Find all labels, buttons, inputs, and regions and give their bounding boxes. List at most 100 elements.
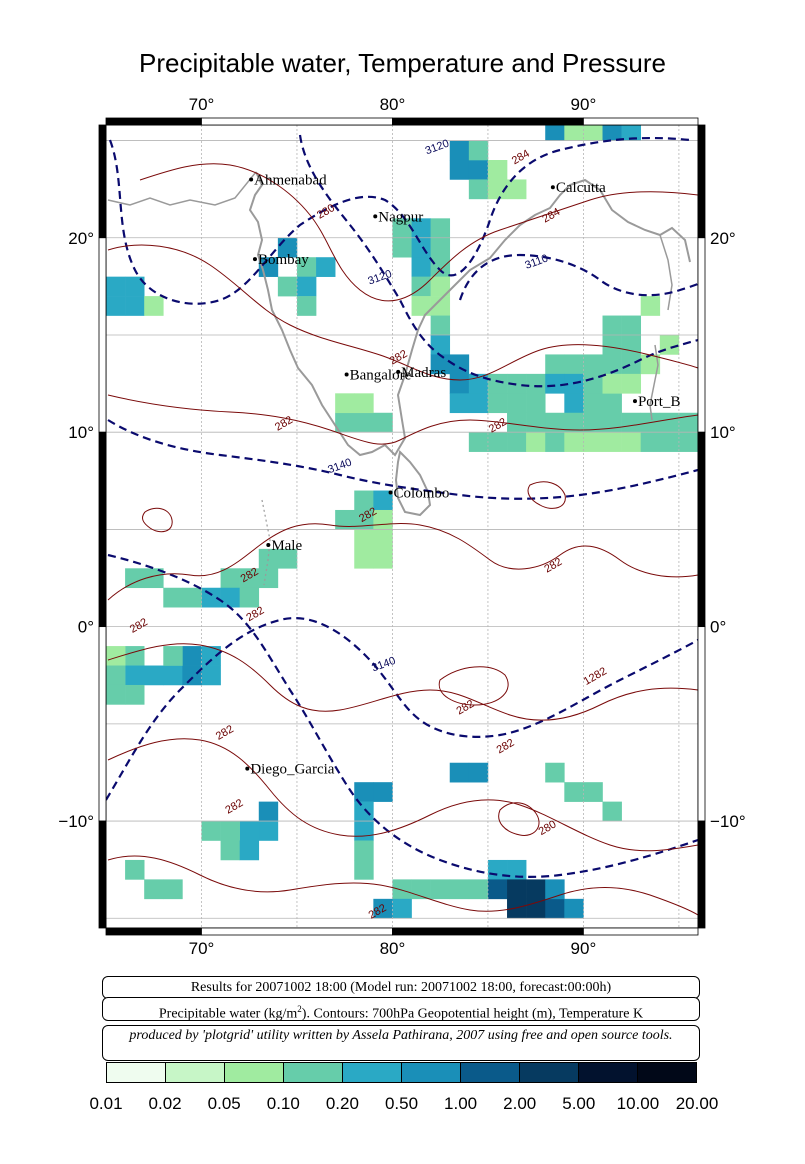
pw-cell: [487, 859, 508, 880]
temperature-contour: [107, 244, 698, 381]
temperature-contour: [107, 855, 698, 916]
pw-cell: [125, 296, 145, 316]
pw-cell: [430, 257, 451, 277]
frame-segment: [105, 927, 202, 936]
pw-cell: [220, 840, 240, 861]
colorbar-label: 10.00: [616, 1094, 660, 1113]
frame-segment: [98, 820, 107, 929]
pw-cell: [583, 782, 603, 802]
colorbar-label: 0.01: [89, 1094, 123, 1113]
lat-tick-label-left: 20°: [68, 229, 94, 248]
pw-cell: [449, 159, 470, 180]
pw-cell: [354, 529, 374, 550]
frame-segment: [392, 117, 584, 126]
frame-segment: [697, 124, 706, 239]
pw-cell: [621, 432, 642, 452]
pw-cell: [354, 801, 374, 822]
pw-cell: [144, 879, 164, 900]
city-dot: [344, 372, 349, 377]
pw-cell: [507, 412, 527, 433]
pw-cell: [526, 898, 546, 919]
colorbar-swatch: [284, 1063, 343, 1082]
pw-cell: [545, 879, 565, 900]
pw-cell: [487, 179, 508, 200]
pw-cell: [507, 393, 527, 414]
graticule: [106, 125, 698, 928]
pw-cell: [354, 509, 374, 530]
pw-cell: [106, 276, 126, 297]
pw-cell: [125, 276, 145, 297]
pw-cell: [545, 412, 565, 433]
pw-cell: [411, 237, 431, 258]
temperature-contour: [107, 523, 698, 601]
pw-cell: [468, 159, 489, 180]
lat-tick-label-right: 10°: [710, 423, 736, 442]
units-text-sup: 2: [297, 1004, 302, 1014]
frame-segment: [201, 927, 393, 936]
city-label: Calcutta: [556, 180, 606, 196]
units-text-post: ). Contours: 700hPa Geopotential height …: [301, 1006, 644, 1022]
colorbar-labels: 0.01 0.02 0.05 0.10 0.20 0.50 1.00 2.00 5.00 10.0…: [0, 1094, 805, 1116]
colorbar-swatch: [166, 1063, 225, 1082]
city-dot: [388, 490, 393, 495]
temperature-contour: [107, 738, 698, 852]
credits-info-box: produced by 'plotgrid' utility written b…: [102, 1025, 700, 1061]
pw-cell: [373, 412, 393, 433]
pw-cell: [621, 412, 642, 433]
pw-cell: [239, 568, 260, 589]
lat-tick-label-left: −10°: [58, 812, 94, 831]
frame-segment: [583, 927, 699, 936]
pw-cell: [220, 821, 240, 841]
pw-cell: [411, 257, 431, 277]
axis-tick-labels: 70° 70° 80° 80° 90° 90° 20° 20° 10° 10° 0° 0° −10° −1…: [58, 95, 745, 958]
pw-cell: [354, 840, 374, 861]
city-dot: [245, 766, 250, 771]
height-contour: [458, 253, 698, 301]
pw-cell: [354, 821, 374, 841]
height-contour: [107, 419, 698, 500]
pw-cell: [507, 179, 527, 200]
pw-cell: [296, 296, 317, 316]
height-contour: [298, 134, 698, 388]
pw-cell: [564, 898, 584, 919]
lat-tick-label-right: 0°: [710, 618, 726, 637]
pw-cell: [602, 432, 622, 452]
pw-cell: [583, 393, 603, 414]
pw-cell: [487, 373, 508, 394]
pw-cell: [487, 159, 508, 180]
colorbar-label: 5.00: [562, 1094, 596, 1113]
pw-cell: [258, 821, 279, 841]
pw-cell: [182, 646, 202, 666]
lat-tick-label-right: −10°: [710, 812, 746, 831]
pw-cell: [430, 276, 451, 297]
pw-cell: [449, 879, 470, 900]
pw-cell: [564, 412, 584, 433]
pw-cell: [583, 125, 603, 141]
pw-cell: [392, 218, 412, 239]
pw-cell: [507, 879, 527, 900]
pw-cell: [430, 237, 451, 258]
lat-tick-label-right: 20°: [710, 229, 736, 248]
units-info-box: Precipitable water (kg/m2). Contours: 70…: [102, 997, 700, 1022]
precipitable-water-cells: [106, 125, 698, 919]
pw-cell: [621, 125, 642, 141]
pw-cell: [354, 782, 374, 802]
pw-cell: [507, 373, 527, 394]
pw-cell: [602, 334, 622, 355]
pw-cell: [201, 665, 221, 686]
pw-cell: [125, 646, 145, 666]
pw-cell: [411, 276, 431, 297]
pw-cell: [468, 373, 489, 394]
pw-cell: [201, 821, 221, 841]
temperature-contour: [527, 481, 566, 509]
city-label: Port_B: [638, 394, 681, 410]
pw-cell: [411, 296, 431, 316]
city-markers: AhmenabadNagpurCalcuttaBombayBangaloreMa…: [245, 172, 681, 778]
pw-cell: [354, 393, 374, 414]
pw-cell: [564, 432, 584, 452]
lat-tick-label-left: 10°: [68, 423, 94, 442]
pw-cell: [545, 432, 565, 452]
pw-cell: [430, 354, 451, 375]
pw-cell: [430, 315, 451, 336]
